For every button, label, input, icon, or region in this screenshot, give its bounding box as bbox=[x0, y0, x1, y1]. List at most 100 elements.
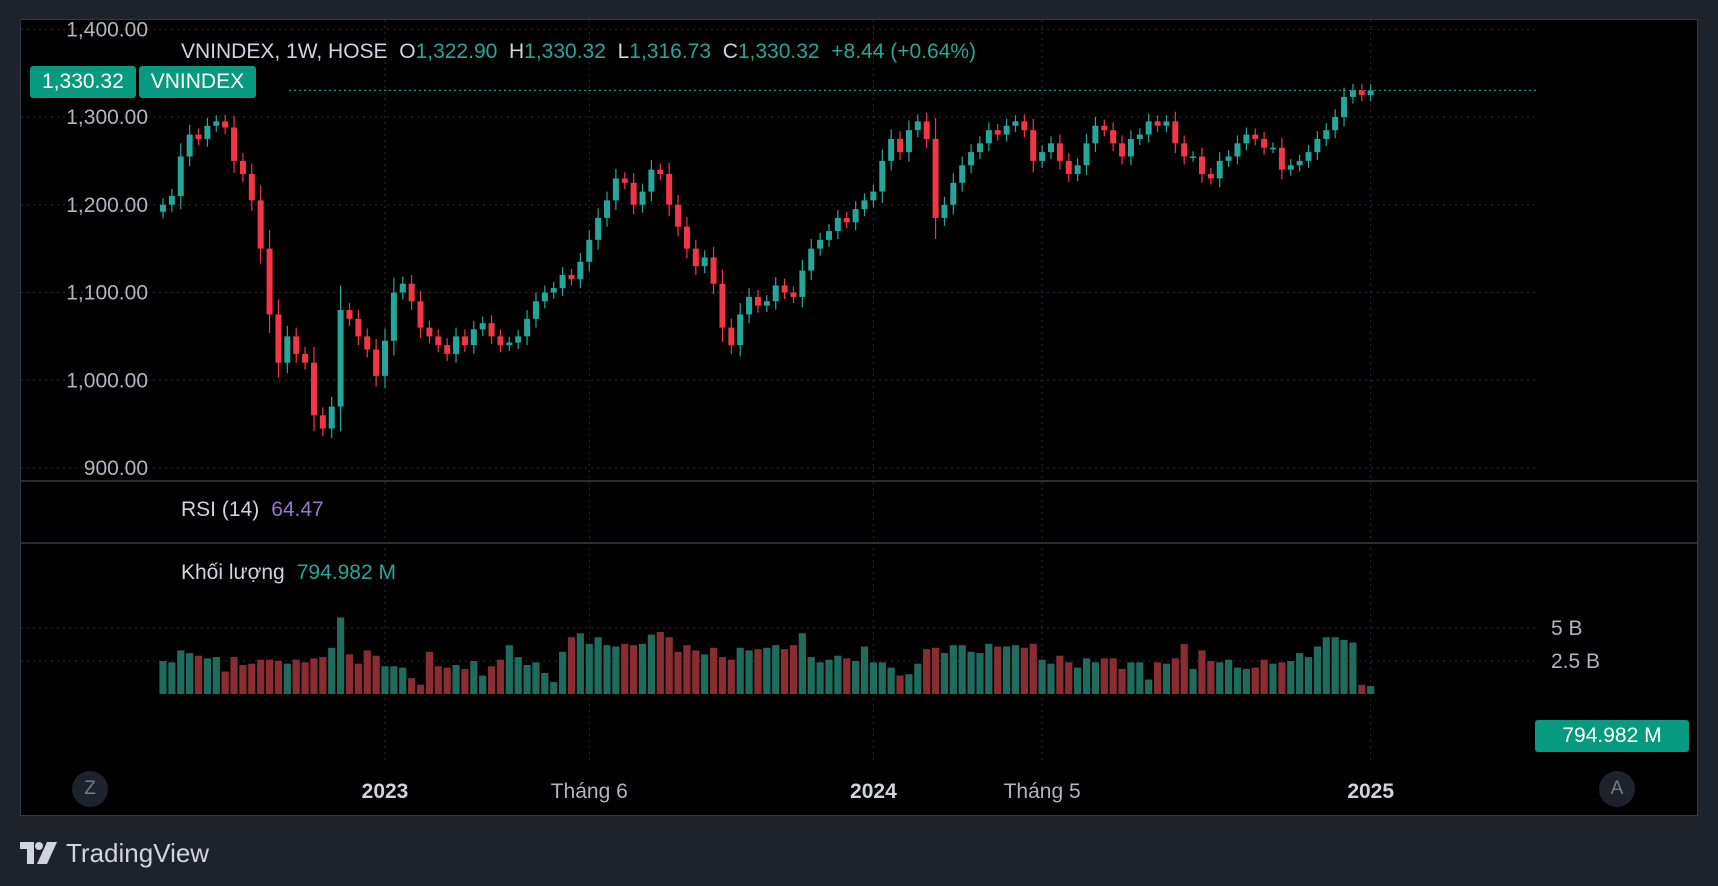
auto-scale-button[interactable]: A bbox=[1599, 771, 1635, 807]
candle-body bbox=[1145, 121, 1152, 135]
last-price-tag: 1,330.32 VNINDEX bbox=[30, 66, 259, 98]
candle-body bbox=[1225, 156, 1232, 161]
candle-body bbox=[701, 257, 708, 267]
candle-body bbox=[506, 342, 513, 346]
candle-body bbox=[497, 336, 504, 346]
volume-bar bbox=[816, 662, 824, 694]
candle-body bbox=[1065, 160, 1072, 175]
y-tick-label: 900.00 bbox=[84, 457, 148, 480]
close-label: C bbox=[722, 40, 738, 63]
volume-bar bbox=[452, 664, 460, 694]
candle-body bbox=[204, 125, 211, 139]
candle-body bbox=[968, 152, 975, 166]
candle-body bbox=[1198, 156, 1205, 175]
rsi-legend: RSI (14) 64.47 bbox=[181, 498, 324, 522]
candle-body bbox=[213, 121, 220, 126]
volume-bar bbox=[194, 655, 203, 694]
volume-bar bbox=[585, 643, 593, 694]
candle-body bbox=[763, 301, 770, 306]
candle-body bbox=[390, 292, 397, 341]
volume-bar bbox=[1349, 642, 1357, 694]
candle-body bbox=[1332, 117, 1339, 131]
volume-bar bbox=[1162, 663, 1171, 694]
volume-bar bbox=[852, 661, 860, 694]
chart-frame[interactable]: 1,400.00 1,300.00 1,200.00 1,100.00 1,000.00… bbox=[20, 19, 1698, 816]
volume-bar bbox=[967, 651, 975, 694]
candle-body bbox=[1287, 165, 1294, 170]
candle-body bbox=[275, 314, 282, 363]
volume-bar bbox=[221, 671, 229, 694]
volume-bar bbox=[1225, 659, 1233, 694]
candle-body bbox=[888, 138, 895, 161]
volume-legend: Khối lượng 794.982 M bbox=[181, 561, 396, 585]
zoom-button[interactable]: Z bbox=[72, 771, 108, 807]
volume-bar bbox=[381, 666, 389, 694]
volume-bar bbox=[905, 674, 913, 694]
candle-body bbox=[461, 336, 468, 346]
candle-body bbox=[852, 209, 859, 223]
candle-body bbox=[559, 274, 566, 289]
candle-body bbox=[790, 292, 797, 297]
volume-bar bbox=[1242, 668, 1250, 694]
candle-body bbox=[1154, 121, 1161, 126]
candle-body bbox=[1358, 90, 1365, 96]
candle-body bbox=[1074, 165, 1081, 175]
volume-tick-label: 2.5 B bbox=[1551, 650, 1600, 673]
volume-bar bbox=[1145, 679, 1153, 694]
candle-body bbox=[186, 134, 193, 157]
volume-bar bbox=[1251, 667, 1259, 694]
candle-body bbox=[541, 292, 548, 302]
candle-body bbox=[399, 283, 406, 293]
volume-tick-label: 5 B bbox=[1551, 617, 1583, 640]
candle-body bbox=[657, 169, 664, 175]
open-label: O bbox=[399, 40, 416, 63]
volume-bar bbox=[1180, 643, 1188, 694]
candle-body bbox=[994, 130, 1001, 135]
candle-body bbox=[1190, 156, 1197, 158]
candle-body bbox=[604, 200, 610, 218]
volume-bar bbox=[496, 659, 505, 694]
volume-bar bbox=[1011, 645, 1020, 694]
candle-body bbox=[692, 248, 699, 267]
high-label: H bbox=[508, 40, 525, 63]
chart-canvas[interactable]: 1,400.00 1,300.00 1,200.00 1,100.00 1,000.00… bbox=[21, 20, 1698, 816]
volume-bar bbox=[1189, 668, 1197, 694]
candle-body bbox=[293, 336, 300, 354]
volume-bar bbox=[239, 664, 247, 694]
brand-name: TradingView bbox=[66, 837, 210, 868]
volume-bar bbox=[1118, 668, 1126, 694]
volume-bar bbox=[638, 643, 647, 694]
candle-body bbox=[905, 130, 912, 153]
volume-bar bbox=[390, 666, 398, 694]
volume-bar bbox=[1003, 646, 1011, 694]
candle-body bbox=[231, 127, 238, 161]
volume-bar bbox=[257, 659, 265, 694]
candle-body bbox=[222, 121, 229, 128]
candle-body bbox=[177, 156, 184, 196]
volume-bar bbox=[1047, 663, 1055, 694]
candle-body bbox=[861, 200, 868, 210]
candle-body bbox=[1083, 143, 1090, 166]
volume-bar bbox=[1322, 637, 1330, 694]
volume-bar bbox=[470, 661, 478, 694]
candle-body bbox=[1261, 138, 1268, 148]
candle-body bbox=[168, 195, 175, 205]
volume-bar bbox=[1340, 639, 1348, 694]
candle-body bbox=[932, 138, 939, 218]
volume-bar bbox=[230, 657, 238, 694]
volume-bar bbox=[1296, 653, 1304, 694]
volume-bar bbox=[985, 643, 993, 694]
candle-body bbox=[1305, 152, 1312, 161]
volume-bar bbox=[1082, 658, 1091, 694]
volume-bar bbox=[248, 663, 256, 694]
volume-bar bbox=[265, 659, 274, 694]
candle-body bbox=[923, 121, 930, 139]
last-price-symbol: VNINDEX bbox=[138, 66, 257, 98]
candle-body bbox=[1012, 121, 1019, 126]
candle-body bbox=[248, 174, 255, 201]
volume-bar bbox=[1100, 658, 1108, 694]
candle-body bbox=[1136, 134, 1143, 139]
candle-body bbox=[648, 169, 655, 192]
tradingview-brand[interactable]: TradingView bbox=[20, 833, 209, 873]
volume-bar bbox=[283, 663, 291, 694]
